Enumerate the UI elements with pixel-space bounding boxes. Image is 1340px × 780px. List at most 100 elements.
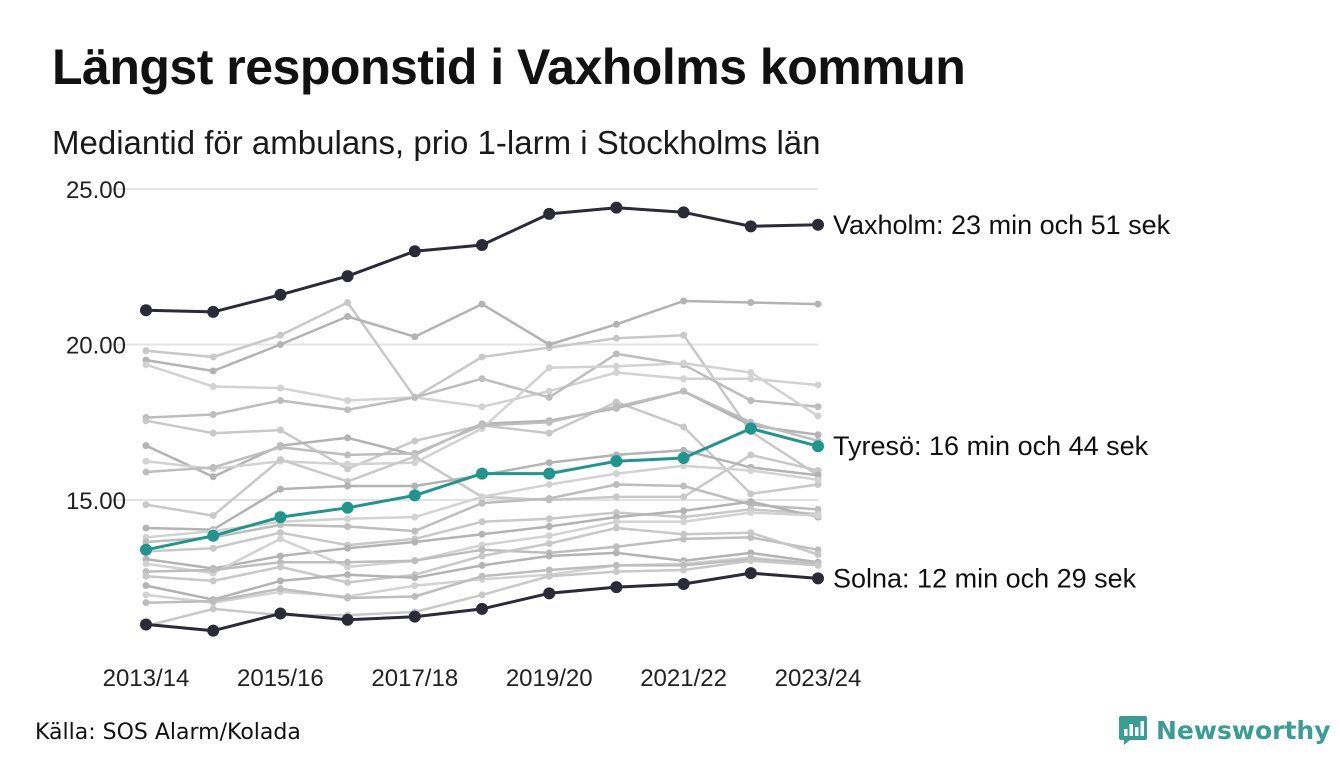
data-point	[612, 470, 620, 478]
data-point	[209, 463, 217, 471]
data-point	[814, 412, 822, 420]
data-point	[209, 512, 217, 520]
data-point	[680, 566, 688, 574]
data-point	[209, 473, 217, 481]
data-point	[344, 460, 352, 468]
data-point	[478, 421, 486, 429]
data-point	[747, 498, 755, 506]
data-point	[276, 563, 284, 571]
data-point	[612, 524, 620, 532]
series-line	[144, 299, 820, 373]
brand-logo: Newsworthy	[1118, 714, 1331, 746]
data-point	[478, 530, 486, 538]
data-point	[276, 585, 284, 593]
data-point	[812, 218, 824, 231]
data-point	[344, 451, 352, 459]
data-point	[747, 451, 755, 459]
data-point	[677, 206, 690, 219]
data-point	[612, 369, 620, 377]
data-point	[476, 467, 488, 480]
data-point	[142, 468, 150, 476]
data-point	[142, 417, 150, 425]
data-point	[543, 467, 556, 480]
data-point	[276, 341, 284, 349]
series-line	[144, 400, 820, 496]
data-point	[545, 566, 553, 574]
data-point	[276, 426, 284, 434]
data-point	[545, 480, 553, 488]
newsworthy-logo-icon	[1119, 716, 1147, 745]
data-point	[411, 538, 419, 546]
data-point	[276, 485, 284, 493]
data-point	[612, 549, 620, 557]
data-point	[545, 552, 553, 560]
data-point	[276, 397, 284, 405]
data-point	[142, 591, 150, 599]
data-point	[140, 543, 152, 556]
data-point	[814, 476, 822, 484]
data-point	[545, 459, 553, 467]
data-point	[411, 437, 419, 445]
series-labels: Vaxholm: 23 min och 51 sek Tyresö: 16 min…	[833, 210, 1171, 594]
data-point	[545, 540, 553, 548]
data-point	[276, 331, 284, 339]
data-point	[209, 597, 217, 605]
data-point	[545, 393, 553, 401]
data-point	[207, 305, 220, 318]
data-point	[344, 482, 352, 490]
data-point	[411, 527, 419, 535]
data-point	[612, 350, 620, 358]
data-point	[411, 482, 419, 490]
data-point	[747, 375, 755, 383]
data-point	[814, 300, 822, 308]
brand-name: Newsworthy	[1156, 715, 1331, 745]
data-point	[677, 452, 690, 465]
data-point	[209, 577, 217, 585]
data-point	[680, 507, 688, 515]
data-point	[344, 578, 352, 586]
data-point	[276, 577, 284, 585]
data-point	[207, 529, 220, 542]
data-point	[478, 375, 486, 383]
x-axis-tick-labels: 2013/14 2015/16 2017/18 2019/20 2021/22 2023/…	[103, 665, 862, 692]
data-point	[209, 429, 217, 437]
data-point	[545, 532, 553, 540]
data-point	[341, 501, 354, 514]
data-point	[612, 543, 620, 551]
highlighted-series	[140, 201, 824, 637]
data-point	[344, 313, 352, 321]
data-point	[612, 334, 620, 342]
data-point	[276, 384, 284, 392]
data-point	[680, 375, 688, 383]
data-point	[747, 508, 755, 516]
x-tick-label: 2023/24	[775, 665, 862, 692]
data-point	[276, 456, 284, 464]
background-series-line	[142, 361, 822, 411]
x-tick-label: 2019/20	[506, 665, 593, 692]
data-point	[812, 440, 824, 453]
data-point	[545, 429, 553, 437]
data-point	[408, 245, 421, 258]
data-point	[276, 535, 284, 543]
data-point	[545, 515, 553, 523]
y-axis-tick-labels: 15.00 20.00 25.00	[66, 177, 126, 515]
data-point	[680, 331, 688, 339]
data-point	[747, 397, 755, 405]
data-point	[344, 299, 352, 307]
data-point	[545, 522, 553, 530]
data-point	[142, 538, 150, 546]
data-point	[478, 300, 486, 308]
data-point	[680, 518, 688, 526]
grid-lines	[112, 188, 818, 502]
data-point	[478, 518, 486, 526]
data-point	[274, 288, 287, 301]
data-point	[610, 455, 623, 468]
series-end-label: Vaxholm: 23 min och 51 sek	[833, 210, 1171, 240]
data-point	[142, 582, 150, 590]
data-point	[476, 238, 488, 251]
data-point	[612, 568, 620, 576]
data-point	[344, 544, 352, 552]
data-point	[478, 353, 486, 361]
data-point	[677, 578, 690, 591]
